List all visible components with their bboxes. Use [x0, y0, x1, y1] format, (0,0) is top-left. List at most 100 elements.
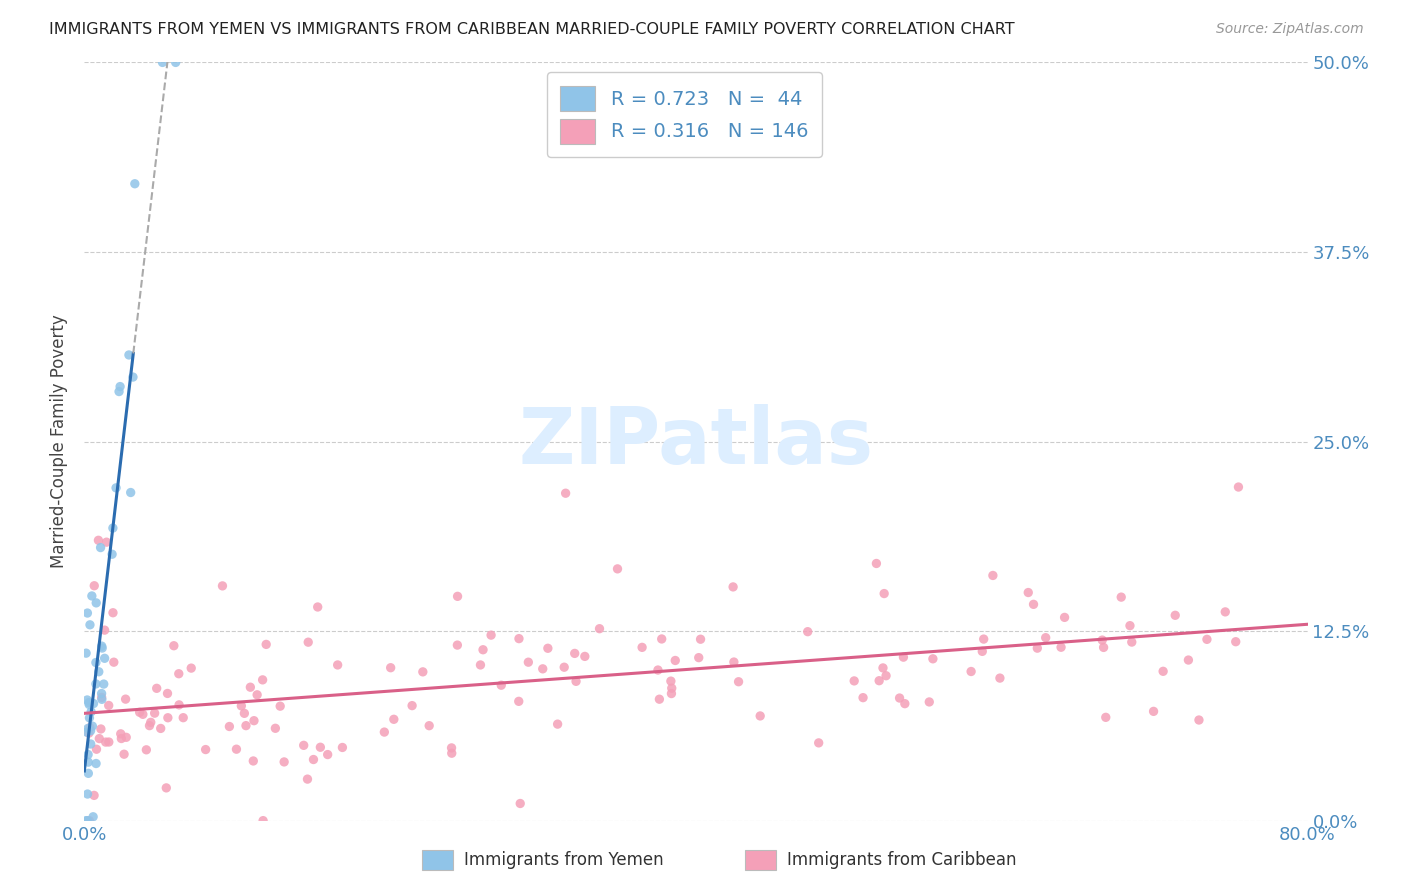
- Point: [292, 739, 315, 753]
- Point: [1053, 610, 1076, 624]
- Point: [77, 696, 100, 710]
- Point: [1177, 653, 1199, 667]
- Text: Source: ZipAtlas.com: Source: ZipAtlas.com: [1216, 22, 1364, 37]
- Point: [118, 348, 141, 362]
- Point: [110, 731, 132, 746]
- Point: [894, 697, 917, 711]
- Point: [1094, 710, 1116, 724]
- Point: [89, 731, 111, 746]
- Point: [97, 735, 120, 749]
- Point: [239, 680, 262, 694]
- Point: [90, 722, 112, 736]
- Point: [446, 638, 468, 652]
- Point: [194, 742, 217, 756]
- Point: [79, 723, 101, 738]
- Point: [688, 650, 710, 665]
- Point: [1195, 632, 1218, 647]
- Point: [1092, 640, 1115, 655]
- Point: [167, 698, 190, 712]
- Point: [91, 641, 114, 656]
- Point: [868, 673, 890, 688]
- Point: [155, 780, 177, 795]
- Point: [661, 687, 683, 701]
- Point: [316, 747, 339, 762]
- Point: [115, 731, 138, 745]
- Point: [565, 674, 588, 689]
- Point: [1213, 605, 1236, 619]
- Legend: R = 0.723   N =  44, R = 0.316   N = 146: R = 0.723 N = 44, R = 0.316 N = 146: [547, 72, 823, 157]
- Point: [373, 725, 395, 739]
- Point: [101, 606, 124, 620]
- Point: [302, 752, 325, 766]
- Point: [307, 599, 329, 614]
- Point: [83, 579, 105, 593]
- Point: [309, 740, 332, 755]
- Point: [94, 735, 117, 749]
- Point: [509, 797, 531, 811]
- Point: [79, 814, 101, 828]
- Point: [246, 688, 269, 702]
- Point: [254, 637, 277, 651]
- Point: [479, 628, 502, 642]
- Point: [972, 644, 994, 658]
- Point: [93, 623, 115, 637]
- Point: [1022, 598, 1045, 612]
- Point: [143, 706, 166, 721]
- Point: [446, 590, 468, 604]
- Point: [145, 681, 167, 696]
- Point: [418, 719, 440, 733]
- Point: [382, 712, 405, 726]
- Point: [84, 596, 107, 610]
- Point: [225, 742, 247, 756]
- Point: [79, 617, 101, 632]
- Point: [139, 715, 162, 730]
- Point: [664, 653, 686, 667]
- Point: [865, 557, 887, 571]
- Point: [87, 533, 110, 548]
- Point: [1142, 704, 1164, 718]
- Point: [470, 657, 492, 672]
- Point: [491, 678, 513, 692]
- Point: [84, 656, 107, 670]
- Point: [211, 579, 233, 593]
- Point: [380, 661, 402, 675]
- Point: [83, 697, 105, 711]
- Point: [960, 665, 983, 679]
- Point: [723, 655, 745, 669]
- Point: [93, 651, 115, 665]
- Point: [90, 639, 112, 653]
- Point: [689, 632, 711, 647]
- Point: [103, 655, 125, 669]
- Point: [412, 665, 434, 679]
- Point: [77, 755, 100, 769]
- Point: [264, 721, 287, 735]
- Point: [80, 589, 103, 603]
- Point: [554, 486, 576, 500]
- Point: [1017, 585, 1039, 599]
- Point: [180, 661, 202, 675]
- Point: [547, 717, 569, 731]
- Point: [749, 709, 772, 723]
- Point: [101, 547, 124, 561]
- Point: [77, 698, 100, 712]
- Point: [172, 711, 194, 725]
- Point: [401, 698, 423, 713]
- Point: [648, 692, 671, 706]
- Point: [872, 661, 894, 675]
- Point: [101, 521, 124, 535]
- Point: [727, 674, 749, 689]
- Point: [252, 814, 274, 828]
- Point: [93, 677, 115, 691]
- Point: [83, 789, 105, 803]
- Point: [326, 657, 349, 672]
- Point: [231, 698, 253, 713]
- Y-axis label: Married-Couple Family Poverty: Married-Couple Family Poverty: [51, 315, 69, 568]
- Point: [138, 719, 160, 733]
- Point: [156, 711, 179, 725]
- Point: [77, 726, 100, 740]
- Point: [269, 699, 291, 714]
- Point: [76, 693, 98, 707]
- Point: [105, 481, 128, 495]
- Point: [76, 606, 98, 620]
- Point: [1121, 635, 1143, 649]
